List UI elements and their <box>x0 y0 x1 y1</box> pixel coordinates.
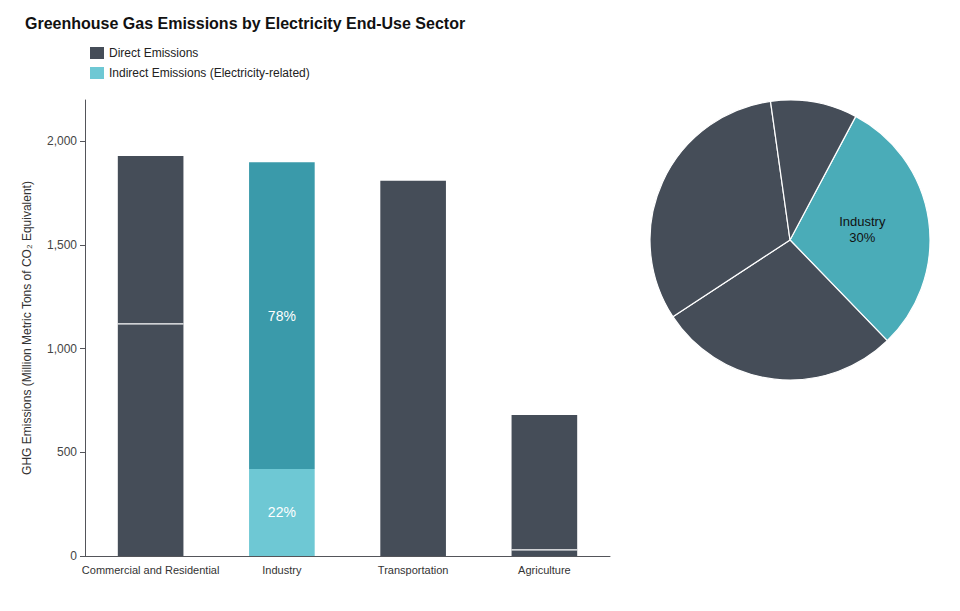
svg-text:Indirect Emissions (Electricit: Indirect Emissions (Electricity-related) <box>109 66 310 80</box>
svg-text:Agriculture: Agriculture <box>518 564 571 576</box>
svg-text:0: 0 <box>70 549 77 563</box>
svg-text:30%: 30% <box>849 230 875 245</box>
svg-text:1,000: 1,000 <box>47 342 77 356</box>
svg-text:78%: 78% <box>268 308 296 324</box>
svg-text:GHG Emissions (Million Metric: GHG Emissions (Million Metric Tons of CO… <box>20 181 34 475</box>
svg-text:Direct Emissions: Direct Emissions <box>109 46 198 60</box>
svg-text:Industry: Industry <box>262 564 302 576</box>
svg-text:Industry: Industry <box>839 214 886 229</box>
svg-text:Transportation: Transportation <box>378 564 449 576</box>
svg-text:1,500: 1,500 <box>47 238 77 252</box>
svg-text:22%: 22% <box>268 504 296 520</box>
svg-text:500: 500 <box>57 445 77 459</box>
svg-text:2,000: 2,000 <box>47 134 77 148</box>
svg-text:Commercial and Residential: Commercial and Residential <box>82 564 220 576</box>
svg-text:Greenhouse Gas Emissions by El: Greenhouse Gas Emissions by Electricity … <box>25 15 465 32</box>
